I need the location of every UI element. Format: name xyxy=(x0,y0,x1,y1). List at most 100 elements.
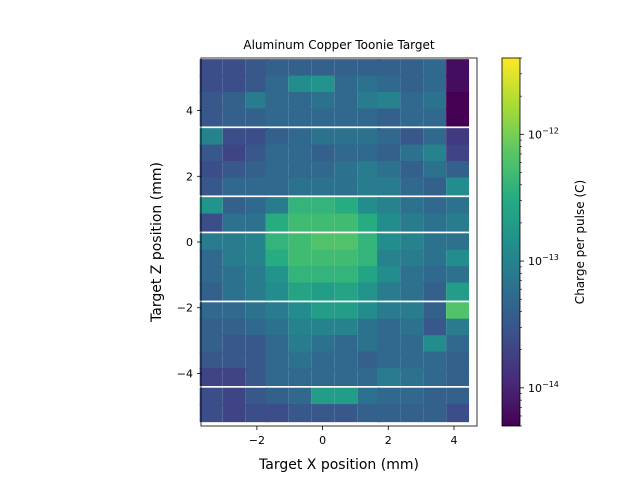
heatmap-cell xyxy=(423,368,447,387)
heatmap-cell xyxy=(377,282,401,301)
heatmap-cell xyxy=(222,59,246,78)
heatmap-cell xyxy=(400,249,424,268)
heatmap-cell xyxy=(400,75,424,94)
heatmap-cell xyxy=(377,387,401,406)
heatmap-cell xyxy=(423,92,447,111)
heatmap-cell xyxy=(446,128,470,147)
heatmap-cell xyxy=(334,128,358,147)
heatmap-cell xyxy=(334,233,358,252)
heatmap-cell xyxy=(357,92,381,111)
heatmap-cell xyxy=(311,351,335,370)
heatmap-cell xyxy=(357,318,381,337)
heatmap-cell xyxy=(311,318,335,337)
heatmap-cell xyxy=(288,302,312,321)
heatmap-cell xyxy=(245,197,269,216)
heatmap-cell xyxy=(400,282,424,301)
heatmap-cell xyxy=(377,144,401,163)
heatmap-cell xyxy=(311,282,335,301)
heatmap-cell xyxy=(400,59,424,78)
heatmap-cell xyxy=(357,144,381,163)
colorbar-tick-label: 10−12 xyxy=(528,126,559,141)
heatmap-cell xyxy=(199,92,223,111)
heatmap-cell xyxy=(377,351,401,370)
heatmap-cell xyxy=(245,108,269,127)
heatmap-cell xyxy=(222,368,246,387)
heatmap-cell xyxy=(245,282,269,301)
heatmap-cell xyxy=(446,75,470,94)
heatmap-cell xyxy=(446,108,470,127)
heatmap-cell xyxy=(222,197,246,216)
heatmap-cell xyxy=(199,108,223,127)
heatmap-cell xyxy=(265,282,289,301)
heatmap-cell xyxy=(199,59,223,78)
heatmap-cell xyxy=(245,387,269,406)
colorbar-ticks: 10−14 10−13 10−12 xyxy=(520,57,559,427)
heatmap-cell xyxy=(311,75,335,94)
heatmap-cell xyxy=(357,266,381,285)
y-tick-label: 4 xyxy=(186,105,193,118)
heatmap-cell xyxy=(423,318,447,337)
heatmap-cell xyxy=(199,404,223,423)
heatmap-cell xyxy=(400,404,424,423)
heatmap-cell xyxy=(311,213,335,232)
heatmap-cell xyxy=(199,177,223,196)
heatmap-cell xyxy=(288,351,312,370)
heatmap-cell xyxy=(288,161,312,180)
heatmap-cell xyxy=(222,213,246,232)
heatmap-cell xyxy=(199,387,223,406)
y-axis-label: Target Z position (mm) xyxy=(149,162,165,323)
heatmap-cell xyxy=(288,128,312,147)
heatmap-cell xyxy=(400,144,424,163)
heatmap-cell xyxy=(446,233,470,252)
heatmap-cell xyxy=(265,108,289,127)
heatmap-cell xyxy=(334,266,358,285)
heatmap-cell xyxy=(423,75,447,94)
heatmap-cell xyxy=(446,213,470,232)
heatmap-cell xyxy=(357,59,381,78)
chart-title: Aluminum Copper Toonie Target xyxy=(243,38,435,52)
heatmap-cell xyxy=(288,282,312,301)
heatmap-cell xyxy=(377,266,401,285)
heatmap-cell xyxy=(446,197,470,216)
heatmap-cell xyxy=(265,92,289,111)
heatmap-cell xyxy=(400,318,424,337)
heatmap-cell xyxy=(446,318,470,337)
heatmap-cell xyxy=(311,59,335,78)
heatmap-cell xyxy=(288,92,312,111)
heatmap-cell xyxy=(423,302,447,321)
heatmap-cell xyxy=(423,128,447,147)
heatmap-cell xyxy=(357,249,381,268)
heatmap-cell xyxy=(245,161,269,180)
heatmap-cell xyxy=(377,233,401,252)
heatmap-cell xyxy=(245,59,269,78)
heatmap-cell xyxy=(245,144,269,163)
heatmap-cell xyxy=(222,177,246,196)
heatmap-cell xyxy=(400,213,424,232)
heatmap-cell xyxy=(377,128,401,147)
heatmap-cell xyxy=(199,213,223,232)
heatmap-cell xyxy=(334,249,358,268)
heatmap-cell xyxy=(334,213,358,232)
heatmap-cell xyxy=(377,177,401,196)
heatmap-cell xyxy=(265,351,289,370)
heatmap-cell xyxy=(222,128,246,147)
heatmap-cell xyxy=(400,368,424,387)
y-axis-ticks: −4 −2 0 2 4 xyxy=(177,105,201,380)
heatmap-cell xyxy=(446,161,470,180)
heatmap-cell xyxy=(245,92,269,111)
heatmap-cell xyxy=(334,368,358,387)
heatmap-cell xyxy=(400,108,424,127)
heatmap-cell xyxy=(199,75,223,94)
heatmap-cell xyxy=(288,318,312,337)
heatmap-cell xyxy=(446,266,470,285)
y-tick-label: −4 xyxy=(177,367,193,380)
heatmap-cell xyxy=(334,75,358,94)
heatmap-cell xyxy=(311,197,335,216)
heatmap-cell xyxy=(199,197,223,216)
heatmap-cell xyxy=(245,249,269,268)
x-axis-ticks: −2 0 2 4 xyxy=(249,426,458,447)
heatmap-cells xyxy=(199,59,470,423)
heatmap-cell xyxy=(334,404,358,423)
heatmap-cell xyxy=(199,266,223,285)
x-tick-label: 4 xyxy=(451,434,458,447)
